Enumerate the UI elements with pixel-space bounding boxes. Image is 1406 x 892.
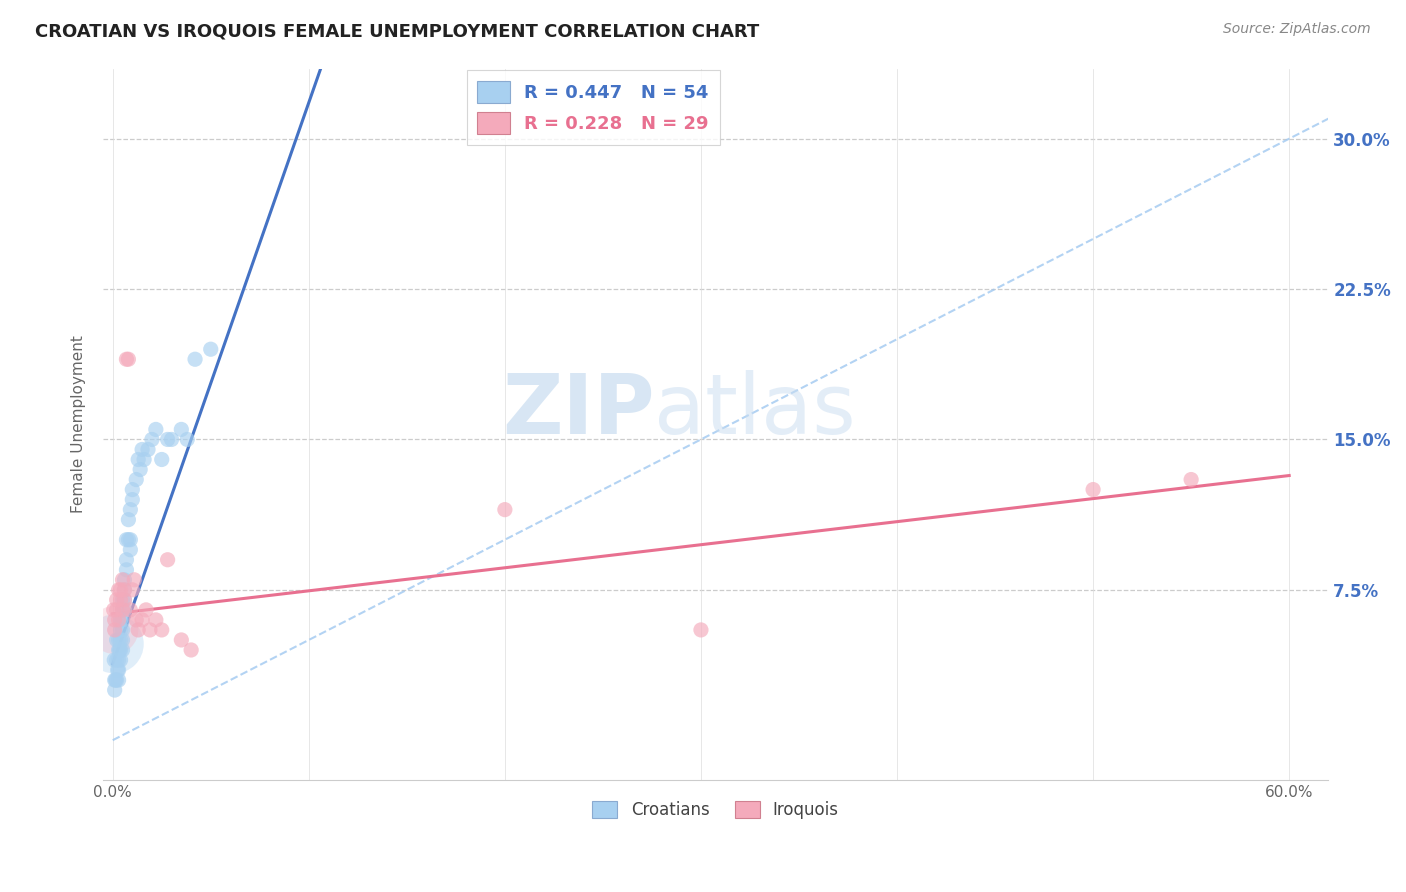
Point (103, 603, 125, 617)
Point (1180, 473, 1202, 487)
Point (105, 653, 128, 667)
Point (110, 582, 132, 597)
Point (114, 592, 136, 607)
Point (107, 613, 129, 627)
Point (107, 643, 129, 657)
Text: Source: ZipAtlas.com: Source: ZipAtlas.com (1223, 22, 1371, 37)
Point (184, 352, 207, 367)
Text: atlas: atlas (654, 369, 856, 450)
Point (120, 502, 142, 516)
Point (111, 643, 134, 657)
Point (107, 653, 129, 667)
Point (156, 553, 179, 567)
Point (145, 613, 167, 627)
Point (176, 433, 198, 447)
Y-axis label: Female Unemployment: Female Unemployment (72, 335, 86, 514)
Point (110, 592, 132, 607)
Point (111, 623, 134, 637)
Point (114, 573, 136, 587)
Point (111, 603, 134, 617)
Point (125, 473, 148, 487)
Point (108, 643, 131, 657)
Point (114, 582, 136, 597)
Point (125, 613, 148, 627)
Point (136, 442, 159, 457)
Point (111, 632, 134, 647)
Point (103, 653, 125, 667)
Point (107, 673, 129, 687)
Point (115, 553, 138, 567)
Point (110, 643, 132, 657)
Point (117, 352, 139, 367)
Point (107, 582, 129, 597)
Point (104, 613, 127, 627)
Point (104, 673, 127, 687)
Point (131, 613, 153, 627)
Point (127, 623, 149, 637)
Point (107, 663, 129, 677)
Point (115, 533, 138, 547)
Point (170, 632, 193, 647)
Point (103, 637, 125, 651)
Point (121, 483, 143, 497)
Point (105, 603, 128, 617)
Point (104, 623, 127, 637)
Point (494, 502, 516, 516)
Point (110, 623, 132, 637)
Point (141, 433, 163, 447)
Point (124, 573, 146, 587)
Point (120, 603, 142, 617)
Point (121, 492, 143, 507)
Point (111, 592, 134, 607)
Point (103, 623, 125, 637)
Point (150, 452, 173, 467)
Point (111, 573, 134, 587)
Point (180, 643, 202, 657)
Point (129, 462, 152, 476)
Point (135, 603, 157, 617)
Point (139, 623, 162, 637)
Point (115, 563, 138, 577)
Point (110, 613, 132, 627)
Point (145, 422, 167, 436)
Point (117, 533, 139, 547)
Point (690, 623, 713, 637)
Point (104, 683, 127, 698)
Point (107, 663, 129, 677)
Point (120, 542, 142, 557)
Point (104, 673, 127, 687)
Text: CROATIAN VS IROQUOIS FEMALE UNEMPLOYMENT CORRELATION CHART: CROATIAN VS IROQUOIS FEMALE UNEMPLOYMENT… (35, 22, 759, 40)
Point (115, 352, 138, 367)
Point (160, 433, 183, 447)
Point (105, 632, 128, 647)
Point (132, 452, 155, 467)
Point (1081, 483, 1104, 497)
Point (200, 343, 222, 357)
Point (117, 513, 139, 527)
Point (150, 623, 173, 637)
Point (111, 613, 134, 627)
Point (170, 422, 193, 436)
Point (127, 452, 149, 467)
Point (105, 592, 128, 607)
Point (114, 603, 136, 617)
Point (121, 582, 143, 597)
Point (105, 673, 128, 687)
Point (131, 442, 153, 457)
Point (110, 653, 132, 667)
Point (120, 533, 142, 547)
Point (156, 433, 179, 447)
Text: ZIP: ZIP (502, 369, 654, 450)
Point (107, 632, 129, 647)
Legend: Croatians, Iroquois: Croatians, Iroquois (586, 794, 845, 825)
Point (114, 582, 136, 597)
Point (111, 603, 134, 617)
Point (114, 592, 136, 607)
Point (110, 632, 132, 647)
